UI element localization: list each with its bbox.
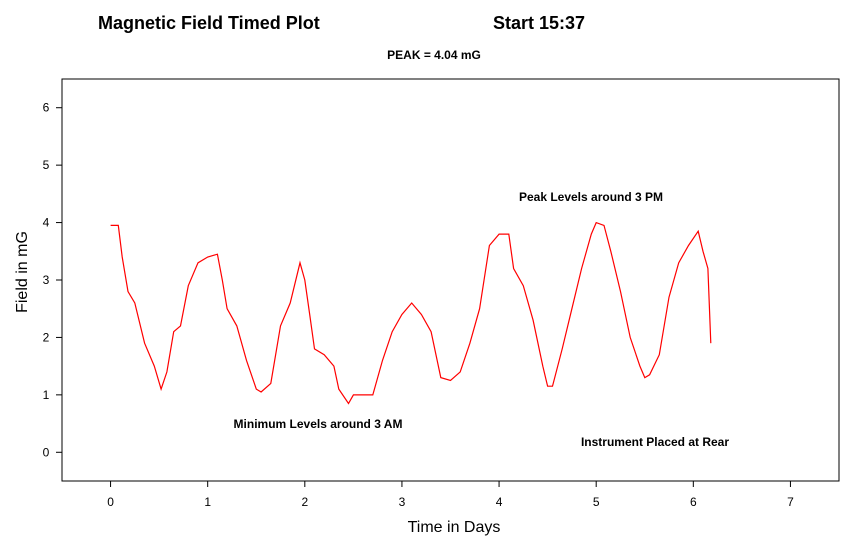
x-tick-label: 4 [496, 495, 503, 509]
annotation: Minimum Levels around 3 AM [234, 417, 403, 431]
plot-area [61, 78, 840, 482]
y-axis-label: Field in mG [14, 231, 31, 313]
y-tick-label: 5 [43, 158, 50, 172]
x-tick-label: 6 [690, 495, 697, 509]
chart-start-time: Start 15:37 [493, 13, 585, 33]
series-line [110, 221, 712, 405]
x-tick-label: 5 [593, 495, 600, 509]
annotation: Peak Levels around 3 PM [519, 190, 663, 204]
x-tick-label: 0 [107, 495, 114, 509]
x-tick-label: 2 [301, 495, 308, 509]
chart-title: Magnetic Field Timed Plot [98, 13, 320, 33]
y-tick-label: 2 [43, 330, 50, 344]
y-tick-label: 0 [43, 445, 50, 459]
y-tick-label: 6 [43, 101, 50, 115]
x-tick-label: 7 [787, 495, 794, 509]
y-tick-label: 1 [43, 388, 50, 402]
annotation: Instrument Placed at Rear [581, 435, 729, 449]
y-tick-label: 3 [43, 273, 50, 287]
x-tick-label: 3 [399, 495, 406, 509]
y-tick-label: 4 [43, 216, 50, 230]
x-tick-label: 1 [204, 495, 211, 509]
chart-subtitle: PEAK = 4.04 mG [387, 48, 481, 62]
x-axis-label: Time in Days [408, 519, 501, 536]
